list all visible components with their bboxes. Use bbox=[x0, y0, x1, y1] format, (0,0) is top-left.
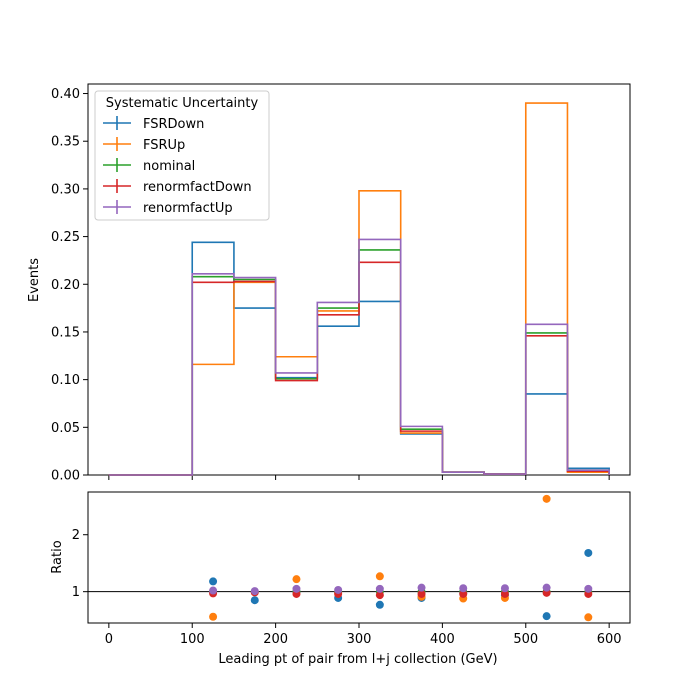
ratio-point-renormfactUp bbox=[292, 584, 301, 593]
ratio-point-FSRDown bbox=[375, 600, 384, 609]
legend-label: renormfactDown bbox=[143, 180, 252, 195]
x-tick-label: 600 bbox=[597, 632, 622, 647]
x-tick-label: 100 bbox=[180, 632, 205, 647]
ratio-point-FSRUp bbox=[292, 575, 301, 584]
y-tick-label: 0.30 bbox=[51, 182, 80, 197]
ratio-point-renormfactUp bbox=[375, 584, 384, 593]
ratio-point-FSRUp bbox=[542, 494, 551, 503]
ratio-point-renormfactDown bbox=[375, 591, 384, 600]
ratio-point-renormfactDown bbox=[417, 589, 426, 598]
ratio-point-renormfactDown bbox=[459, 589, 468, 598]
x-tick-label: 500 bbox=[513, 632, 538, 647]
y-tick-label: 0.35 bbox=[51, 135, 80, 150]
legend-item-FSRUp: FSRUp bbox=[103, 137, 185, 153]
main-histogram-panel: 0.00 0.05 0.10 0.15 0.20 0.25 0.30 0.35 0.40 Syst… bbox=[51, 83, 631, 484]
histogram-renormfactDown bbox=[108, 261, 610, 476]
legend-label: renormfactUp bbox=[143, 201, 233, 216]
y-tick-label: 0.15 bbox=[51, 325, 80, 340]
x-tick-label: 300 bbox=[347, 632, 372, 647]
ratio-point-FSRDown bbox=[250, 596, 259, 605]
ratio-point-renormfactUp bbox=[417, 583, 426, 592]
y-tick-label: 0.20 bbox=[51, 278, 80, 293]
ratio-axis-label: Ratio bbox=[50, 540, 65, 573]
ratio-plot-frame bbox=[87, 491, 631, 624]
legend-label: FSRUp bbox=[143, 138, 185, 153]
ratio-point-FSRDown bbox=[584, 548, 593, 557]
legend: Systematic Uncertainty FSRDown FSRUp nomina… bbox=[94, 90, 270, 221]
ratio-point-renormfactUp bbox=[542, 583, 551, 592]
ratio-point-renormfactUp bbox=[584, 584, 593, 593]
legend-box bbox=[94, 90, 270, 221]
ratio-point-renormfactUp bbox=[334, 585, 343, 594]
histogram-nominal bbox=[108, 249, 610, 476]
x-tick-label: 200 bbox=[263, 632, 288, 647]
legend-item-FSRDown: FSRDown bbox=[103, 116, 204, 132]
y-tick-label: 0.10 bbox=[51, 373, 80, 388]
y-tick-label: 0.40 bbox=[51, 87, 80, 102]
histogram-renormfactUp bbox=[108, 238, 610, 476]
x-tick-label: 0 bbox=[105, 632, 113, 647]
legend-title: Systematic Uncertainty bbox=[106, 96, 259, 111]
legend-label: nominal bbox=[143, 159, 195, 174]
ratio-point-renormfactUp bbox=[209, 586, 218, 595]
events-axis-label: Events bbox=[27, 258, 42, 302]
ratio-point-FSRUp bbox=[375, 572, 384, 581]
ratio-point-FSRDown bbox=[209, 577, 218, 586]
legend-item-renormfactDown: renormfactDown bbox=[103, 179, 252, 195]
ratio-point-renormfactUp bbox=[500, 584, 509, 593]
ratio-point-renormfactDown bbox=[500, 589, 509, 598]
y-tick-label: 0.00 bbox=[51, 469, 80, 484]
y-tick-label: 0.25 bbox=[51, 230, 80, 245]
ratio-panel: 1 2 0 100 200 300 400 500 600 bbox=[72, 491, 631, 647]
ratio-point-FSRDown bbox=[542, 612, 551, 621]
x-tick-label: 400 bbox=[430, 632, 455, 647]
ratio-point-FSRUp bbox=[584, 613, 593, 622]
ratio-y-tick-label: 2 bbox=[72, 528, 80, 543]
ratio-point-FSRUp bbox=[209, 612, 218, 621]
legend-item-nominal: nominal bbox=[103, 158, 195, 174]
ratio-point-renormfactUp bbox=[459, 584, 468, 593]
y-tick-label: 0.05 bbox=[51, 421, 80, 436]
histogram-FSRDown bbox=[108, 241, 610, 476]
x-axis-label: Leading pt of pair from l+j collection (… bbox=[218, 652, 497, 667]
legend-label: FSRDown bbox=[143, 117, 204, 132]
ratio-y-tick-label: 1 bbox=[72, 585, 80, 600]
ratio-point-renormfactUp bbox=[250, 587, 259, 596]
legend-item-renormfactUp: renormfactUp bbox=[103, 200, 233, 216]
histogram-FSRUp bbox=[108, 102, 610, 476]
